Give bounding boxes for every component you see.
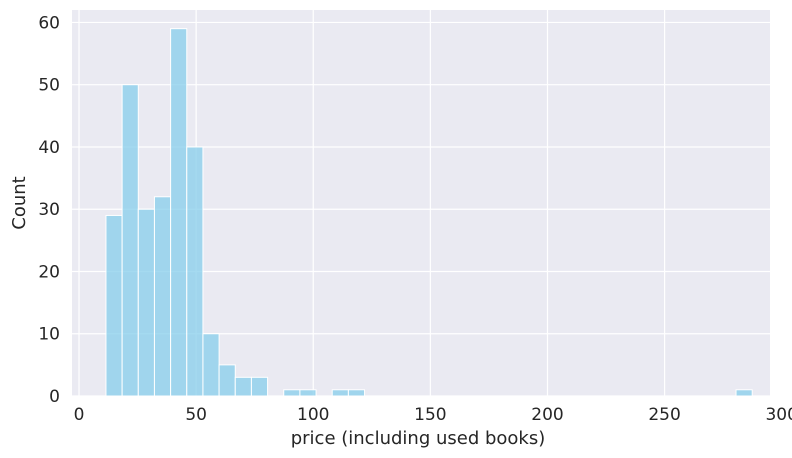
y-tick-label: 20 [38, 262, 60, 282]
histogram-bar [250, 376, 269, 397]
x-tick-label: 0 [74, 405, 85, 425]
y-axis-label: Count [9, 176, 30, 229]
histogram-bar [347, 389, 366, 397]
histogram-bar [186, 146, 204, 397]
histogram-bar [218, 364, 236, 397]
histogram-bar [170, 28, 188, 397]
histogram-bar [137, 208, 155, 397]
histogram-bar [299, 389, 317, 397]
x-tick-label: 300 [765, 405, 792, 425]
histogram-bar [202, 333, 220, 397]
histogram-bar [121, 84, 139, 397]
x-tick-label: 150 [414, 405, 446, 425]
y-tick-label: 30 [38, 200, 60, 220]
x-tick-labels: 0 50 100 150 200 250 300 [74, 405, 792, 425]
histogram-bar [735, 389, 753, 397]
y-tick-label: 50 [38, 76, 60, 96]
histogram-bar [331, 389, 349, 397]
histogram-bars [105, 28, 753, 397]
x-axis-label: price (including used books) [291, 428, 546, 449]
y-tick-label: 10 [38, 325, 60, 345]
x-tick-label: 250 [648, 405, 680, 425]
histogram-bar [283, 389, 301, 397]
x-tick-label: 100 [297, 405, 329, 425]
histogram-bar [234, 376, 252, 397]
x-tick-label: 200 [531, 405, 563, 425]
histogram-bar [105, 214, 123, 397]
x-tick-label: 50 [185, 405, 207, 425]
histogram-bar [153, 196, 172, 397]
y-tick-label: 0 [49, 387, 60, 407]
y-tick-labels: 0 10 20 30 40 50 60 [38, 13, 60, 407]
y-tick-label: 40 [38, 138, 60, 158]
y-tick-label: 60 [38, 13, 60, 33]
